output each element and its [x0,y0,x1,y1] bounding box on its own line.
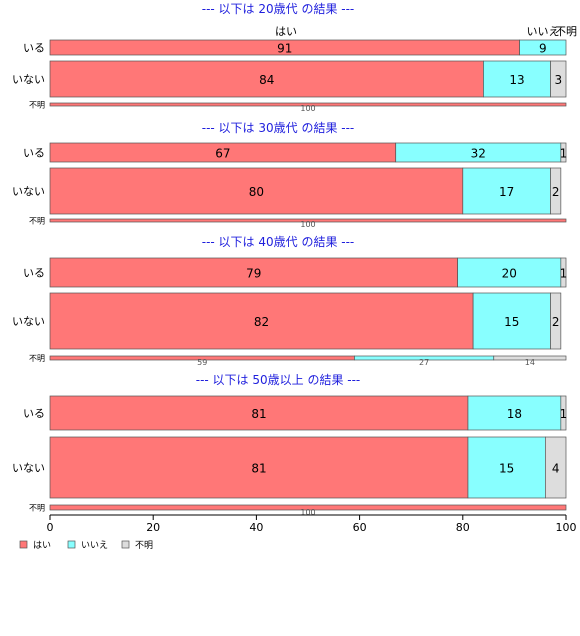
data-label: 4 [552,462,560,476]
legend-swatch [19,540,28,549]
bar-segment [49,102,567,107]
series-label: いいえ [527,25,560,38]
x-tick-label: 100 [556,521,577,534]
bar-segment [467,436,546,499]
row-label: いない [12,462,45,475]
data-label: 1 [560,407,568,421]
x-tick-label: 0 [47,521,54,534]
bar-segment [550,60,567,98]
row-label: いない [12,185,45,198]
data-label: 79 [246,267,261,281]
data-label: 59 [197,358,207,367]
bar-segment [519,39,567,56]
data-label: 3 [554,73,562,87]
series-label: 不明 [555,25,577,38]
bar-segment [49,292,474,350]
row-label: いない [12,73,45,86]
group-title: --- 以下は 50歳以上 の結果 --- [196,373,361,387]
bar-segment [545,436,567,499]
data-label: 17 [499,185,514,199]
data-label: 91 [277,42,292,56]
data-label: 80 [249,185,264,199]
data-label: 18 [507,407,522,421]
bar-segment [550,167,562,215]
bar-segment [49,504,567,511]
group-title: --- 以下は 30歳代 の結果 --- [202,121,355,135]
data-label: 9 [539,42,547,56]
bar-segment [49,60,484,98]
bar-segment [493,355,567,361]
series-label: はい [275,25,297,38]
data-label: 100 [300,220,315,229]
data-label: 2 [552,315,560,329]
bar-segment [560,142,567,163]
data-label: 13 [509,73,524,87]
legend-swatch [67,540,76,549]
legend-swatch [121,540,130,549]
data-label: 82 [254,315,269,329]
bar-segment [49,218,567,223]
data-label: 81 [251,462,266,476]
data-label: 15 [504,315,519,329]
group-title: --- 以下は 20歳代 の結果 --- [202,2,355,16]
data-label: 20 [502,267,517,281]
bar-segment [560,395,567,431]
row-label: いる [23,267,45,280]
bar-segment [49,257,458,288]
data-label: 2 [552,185,560,199]
row-label: いる [23,42,45,55]
row-label: 不明 [29,217,45,226]
legend-label: 不明 [135,540,153,551]
row-label: いる [23,147,45,160]
bar-segment [472,292,551,350]
bar-segment [550,292,562,350]
data-label: 14 [525,358,535,367]
data-label: 27 [419,358,429,367]
legend-label: はい [33,540,51,551]
row-label: いない [12,315,45,328]
data-label: 1 [560,267,568,281]
group-title: --- 以下は 40歳代 の結果 --- [202,235,355,249]
x-tick-label: 20 [146,521,160,534]
row-label: いる [23,407,45,420]
data-label: 1 [560,147,568,161]
data-label: 15 [499,462,514,476]
bar-segment [49,436,469,499]
row-label: 不明 [29,354,45,363]
legend-label: いいえ [81,540,108,551]
data-label: 67 [215,147,230,161]
data-label: 32 [471,147,486,161]
data-label: 84 [259,73,274,87]
x-tick-label: 60 [353,521,367,534]
row-label: 不明 [29,504,45,513]
bar-segment [560,257,567,288]
bar-segment [462,167,551,215]
x-tick-label: 40 [249,521,263,534]
data-label: 100 [300,104,315,113]
x-tick-label: 80 [456,521,470,534]
data-label: 81 [251,407,266,421]
data-label: 100 [300,508,315,517]
row-label: 不明 [29,101,45,110]
